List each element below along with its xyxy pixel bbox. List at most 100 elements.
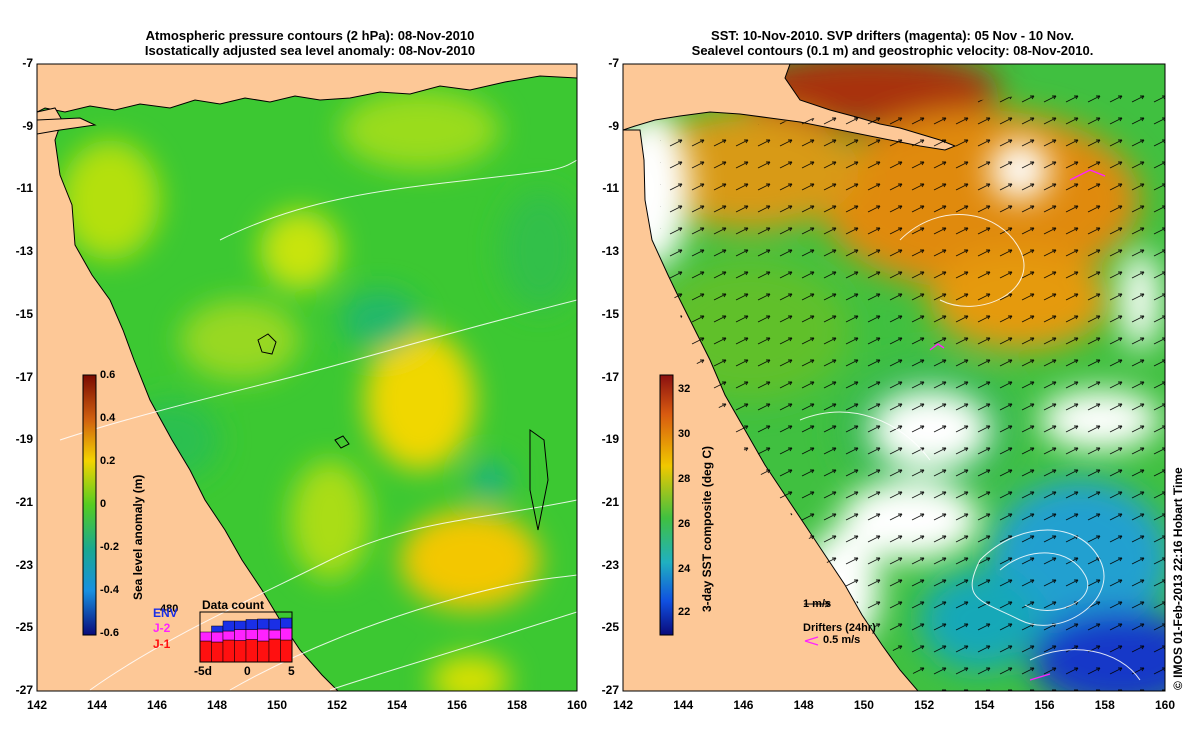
latitude-tick-label: -27 [601, 683, 619, 697]
drifters-legend-label: Drifters (24hr) [803, 622, 876, 634]
sst-tick-label: 32 [678, 383, 691, 395]
latitude-tick-label: -15 [15, 306, 33, 321]
sst-tick-label: 22 [678, 606, 691, 618]
land-new-guinea [37, 64, 577, 113]
land-cape-york [37, 117, 97, 135]
longitude-tick-label: 160 [1154, 698, 1176, 712]
drifter-tracks [929, 169, 1106, 681]
data-count-bar-j-2 [199, 631, 212, 642]
longitude-tick-label: 146 [733, 698, 754, 712]
drifter-scale-arrow [804, 636, 819, 646]
latitude-tick-label: -17 [601, 369, 619, 384]
data-count-x-label: -5d [194, 664, 212, 678]
longitude-tick-label: 142 [26, 698, 48, 712]
left-map-frame [36, 63, 578, 692]
data-count-bar-env [234, 620, 247, 630]
sla-colorbar-title: Sea level anomaly (m) [131, 474, 145, 600]
mission-j2-label: J-2 [153, 621, 171, 635]
latitude-tick-label: -13 [601, 244, 619, 259]
data-count-frame [199, 611, 293, 663]
longitude-tick-label: 150 [266, 698, 288, 712]
data-count-x-label: 0 [244, 664, 251, 678]
latitude-tick-label: -21 [601, 494, 619, 509]
right-map-frame [622, 63, 1166, 692]
data-count-bar-j-2 [280, 627, 293, 641]
data-count-bar-env [257, 618, 270, 630]
reef-outlines [257, 333, 549, 531]
sla-tick-label: -0.6 [100, 627, 119, 639]
mission-j1-label: J-1 [153, 637, 171, 651]
sla-tick-label: -0.2 [100, 541, 119, 553]
latitude-tick-label: -25 [15, 620, 33, 635]
longitude-tick-label: 158 [1094, 698, 1115, 712]
data-count-bar-j-1 [268, 638, 281, 663]
latitude-tick-label: -15 [601, 306, 619, 321]
longitude-tick-label: 156 [1034, 698, 1055, 712]
land-australia [37, 107, 339, 691]
longitude-tick-label: 150 [853, 698, 874, 712]
data-count-x-label: 5 [288, 664, 295, 678]
latitude-tick-label: -21 [15, 494, 33, 509]
sst-tick-label: 28 [678, 473, 691, 485]
left-map-title-line1: Atmospheric pressure contours (2 hPa): 0… [145, 28, 475, 43]
latitude-tick-label: -9 [608, 118, 619, 133]
data-count-bar-j-1 [222, 639, 235, 663]
velocity-scale-arrow [804, 600, 831, 608]
longitude-tick-label: 142 [612, 698, 634, 712]
sst-tick-label: 26 [678, 518, 691, 530]
data-count-bar-j-1 [199, 640, 212, 663]
longitude-tick-label: 154 [386, 698, 408, 712]
data-count-bar-j-2 [211, 631, 224, 643]
data-count-bar-j-1 [280, 639, 293, 663]
right-map-title-line2: Sealevel contours (0.1 m) and geostrophi… [691, 43, 1094, 58]
latitude-tick-label: -17 [15, 369, 33, 384]
data-count-bar-env [280, 617, 293, 629]
left-sea-level-map [36, 63, 578, 692]
latitude-tick-label: -7 [608, 56, 619, 70]
sst-tick-label: 24 [678, 563, 691, 575]
latitude-tick-label: -23 [601, 557, 619, 572]
sea-level-contours [799, 214, 1141, 681]
sla-tick-label: 0.6 [100, 369, 116, 381]
longitude-tick-label: 148 [206, 698, 228, 712]
data-count-bar-j-1 [245, 639, 258, 663]
right-map-title-line1: SST: 10-Nov-2010. SVP drifters (magenta)… [711, 28, 1074, 43]
data-count-bar-env [268, 618, 281, 631]
latitude-tick-label: -19 [15, 432, 33, 447]
latitude-tick-label: -27 [15, 683, 33, 697]
sst-colorbar [659, 374, 674, 636]
sla-tick-label: 0.2 [100, 455, 116, 467]
data-count-bar-env [211, 625, 224, 633]
data-count-bar-env [222, 620, 235, 632]
data-count-bar-j-1 [234, 640, 247, 663]
data-count-bar-j-2 [234, 629, 247, 641]
data-count-bar-j-2 [268, 629, 281, 640]
imos-credit: © IMOS 01-Feb-2013 22:16 Hobart Time [1171, 467, 1185, 690]
longitude-tick-label: 152 [326, 698, 348, 712]
latitude-tick-label: -13 [15, 244, 33, 259]
sst-colorbar-title: 3-day SST composite (deg C) [700, 445, 714, 612]
longitude-tick-label: 156 [446, 698, 468, 712]
geostrophic-velocity-arrows [660, 80, 1165, 691]
data-count-bar-j-1 [257, 640, 270, 663]
longitude-tick-label: 144 [673, 698, 694, 712]
data-count-max: 480 [160, 603, 179, 615]
sla-tick-label: -0.4 [100, 584, 119, 596]
sea-level-anomaly-blobs [60, 90, 577, 691]
longitude-tick-label: 160 [566, 698, 588, 712]
left-map-title-line2: Isostatically adjusted sea level anomaly… [144, 43, 476, 58]
longitude-tick-label: 146 [146, 698, 168, 712]
latitude-tick-label: -11 [602, 181, 619, 196]
latitude-tick-label: -25 [601, 620, 619, 635]
data-count-bar-j-2 [245, 629, 258, 640]
latitude-tick-label: -7 [22, 56, 33, 70]
sea-level-colorbar [82, 374, 97, 636]
data-count-bar-j-1 [211, 641, 224, 663]
latitude-tick-label: -9 [22, 118, 33, 133]
longitude-tick-label: 152 [914, 698, 935, 712]
sst-tick-label: 30 [678, 428, 691, 440]
latitude-tick-label: -11 [16, 181, 33, 196]
data-count-bar-j-2 [257, 628, 270, 642]
sla-tick-label: 0 [100, 498, 107, 510]
longitude-tick-label: 154 [974, 698, 995, 712]
